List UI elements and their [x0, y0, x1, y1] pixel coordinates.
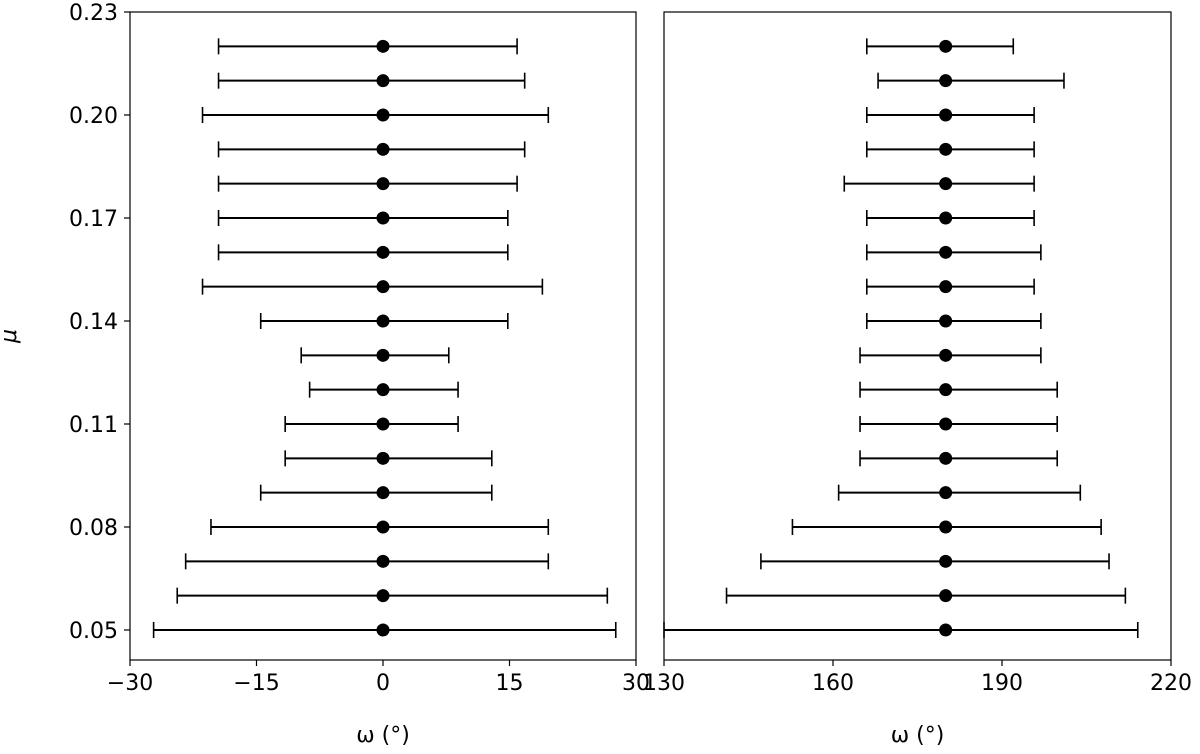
data-point — [376, 314, 390, 328]
data-point — [376, 108, 390, 122]
errorbar — [217, 175, 518, 192]
data-point — [376, 451, 390, 465]
data-point — [376, 520, 390, 534]
data-point — [939, 314, 953, 328]
errorbar — [284, 450, 493, 467]
errorbar — [865, 278, 1035, 295]
errorbar — [300, 347, 450, 364]
x-axis-label: ω (°) — [891, 723, 945, 748]
data-point — [939, 589, 953, 603]
data-point — [939, 554, 953, 568]
x-tick-label: 160 — [812, 671, 854, 696]
errorbar — [865, 244, 1042, 261]
errorbar — [859, 450, 1059, 467]
data-point — [939, 108, 953, 122]
data-point — [939, 74, 953, 88]
x-tick-label: 190 — [981, 671, 1023, 696]
errorbar — [152, 622, 617, 638]
data-point — [939, 623, 953, 637]
errorbar — [217, 141, 526, 158]
errorbar — [210, 519, 550, 535]
errorbar — [791, 519, 1102, 535]
data-point — [376, 39, 390, 53]
errorbar — [201, 107, 550, 123]
data-point — [376, 177, 390, 191]
y-tick-label: 0.14 — [69, 310, 118, 335]
data-point — [939, 348, 953, 362]
errorbar — [217, 244, 509, 261]
panel-2: 130 160 190 220 ω (°) — [643, 11, 1192, 748]
errorbar — [877, 72, 1065, 89]
data-point — [376, 245, 390, 259]
x-tick-label: −15 — [233, 671, 279, 696]
data-point — [939, 280, 953, 294]
data-point — [939, 486, 953, 500]
errorbar — [859, 381, 1059, 398]
x-tick-label: 15 — [496, 671, 524, 696]
errorbar — [259, 313, 509, 329]
x-tick-label: 30 — [622, 671, 650, 696]
y-tick-label: 0.20 — [69, 104, 118, 129]
errorbar — [217, 210, 509, 226]
x-tick-label: 0 — [376, 671, 390, 696]
errorbar — [176, 587, 609, 604]
data-point — [939, 39, 953, 53]
errorbar — [217, 72, 526, 89]
data-point — [376, 589, 390, 603]
panel-1: −30 −15 0 15 30 0.05 0.08 0.11 0.14 0.17 0.20 0.23 ω… — [0, 1, 650, 748]
x-tick-label: 130 — [643, 671, 685, 696]
errorbar — [259, 484, 493, 501]
data-point — [376, 280, 390, 294]
errorbar — [837, 484, 1082, 501]
x-axis-label: ω (°) — [356, 723, 410, 748]
data-point — [939, 451, 953, 465]
errorbar — [308, 381, 459, 398]
data-point — [376, 486, 390, 500]
y-tick-label: 0.17 — [69, 207, 118, 232]
data-point — [376, 348, 390, 362]
data-point — [939, 177, 953, 191]
errorbar — [201, 278, 544, 295]
errorbar — [865, 141, 1035, 158]
data-point — [376, 142, 390, 156]
y-tick-label: 0.11 — [69, 413, 118, 438]
data-point — [939, 142, 953, 156]
data-point — [939, 417, 953, 431]
data-point — [376, 74, 390, 88]
y-tick-label: 0.08 — [69, 516, 118, 541]
errorbar — [865, 313, 1042, 329]
data-point — [376, 623, 390, 637]
data-point — [376, 417, 390, 431]
y-axis-label: μ — [0, 329, 22, 344]
errorbar — [865, 210, 1035, 226]
errorbar — [843, 175, 1035, 192]
data-point — [939, 520, 953, 534]
errorbar — [663, 622, 1139, 638]
data-point — [939, 383, 953, 397]
y-tick-label: 0.23 — [69, 1, 118, 26]
plot-frame — [663, 11, 1172, 661]
data-point — [376, 383, 390, 397]
data-point — [376, 211, 390, 225]
x-tick-label: −30 — [107, 671, 153, 696]
errorbar — [859, 347, 1042, 364]
errorbar — [760, 553, 1110, 570]
errorbar — [865, 38, 1015, 55]
data-point — [376, 554, 390, 568]
data-point — [939, 211, 953, 225]
errorbar — [184, 553, 550, 570]
errorbar — [725, 587, 1127, 604]
y-tick-label: 0.05 — [69, 619, 118, 644]
errorbar — [859, 416, 1059, 432]
errorbar — [865, 107, 1035, 123]
errorbar — [217, 38, 518, 55]
x-tick-label: 220 — [1150, 671, 1192, 696]
errorbar — [284, 416, 459, 432]
data-point — [939, 245, 953, 259]
